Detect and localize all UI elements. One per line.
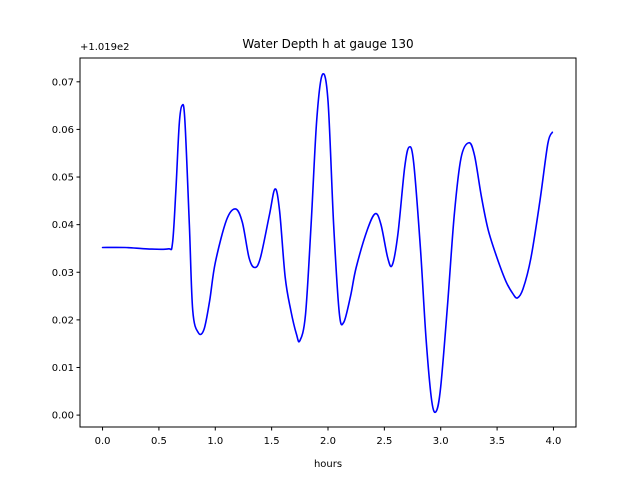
y-offset-label: +1.019e2 (80, 42, 130, 53)
y-tick-label: 0.06 (52, 125, 74, 136)
series-line (101, 73, 554, 414)
y-tick-label: 0.03 (52, 268, 74, 279)
x-tick-label: 2.0 (320, 436, 336, 447)
y-tick-label: 0.05 (52, 173, 74, 184)
axes-frame (79, 57, 577, 428)
x-tick-label: 3.5 (489, 436, 505, 447)
y-tick-label: 0.02 (52, 315, 74, 326)
x-tick-label: 4.0 (546, 436, 562, 447)
y-tick-label: 0.01 (52, 363, 74, 374)
x-tick-label: 3.0 (433, 436, 449, 447)
x-axis-label: hours (314, 459, 342, 470)
y-tick-label: 0.04 (52, 220, 74, 231)
x-tick-label: 0.5 (151, 436, 167, 447)
plot-area (101, 73, 554, 414)
x-tick-label: 1.5 (264, 436, 280, 447)
x-axis: 0.0 0.5 1.0 1.5 2.0 2.5 3.0 3.5 4.0 (95, 427, 562, 447)
x-tick-label: 2.5 (376, 436, 392, 447)
chart-title: Water Depth h at gauge 130 (242, 37, 413, 51)
y-axis: 0.00 0.01 0.02 0.03 0.04 0.05 0.06 0.07 (52, 77, 80, 422)
y-tick-label: 0.07 (52, 77, 74, 88)
x-tick-label: 1.0 (207, 436, 223, 447)
y-tick-label: 0.00 (52, 411, 74, 422)
x-tick-label: 0.0 (95, 436, 111, 447)
